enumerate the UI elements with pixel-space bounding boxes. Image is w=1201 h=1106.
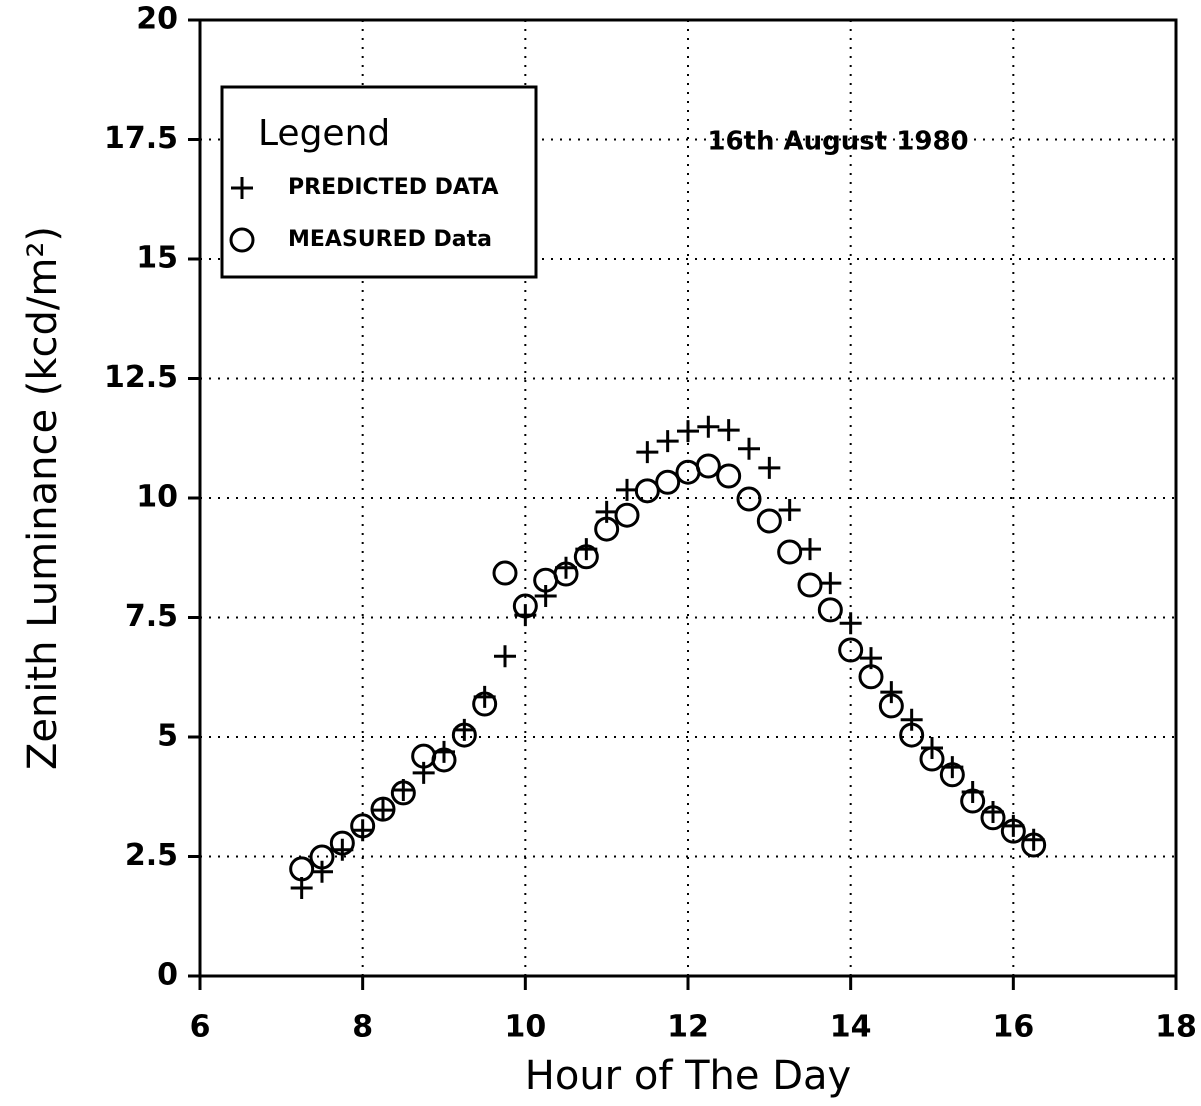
plus-marker <box>819 572 842 595</box>
x-tick-label: 10 <box>504 1010 546 1045</box>
circle-marker <box>919 746 945 772</box>
plus-marker <box>738 437 760 460</box>
x-tick-label: 8 <box>352 1010 373 1045</box>
circle-marker <box>858 664 884 690</box>
plus-marker <box>1022 828 1045 851</box>
x-axis-label: Hour of The Day <box>525 1053 851 1099</box>
plus-marker <box>494 645 516 668</box>
circle-marker <box>390 780 416 806</box>
circle-marker <box>431 747 457 773</box>
circle-marker <box>939 762 965 788</box>
circle-marker <box>756 508 782 534</box>
circle-marker <box>777 539 803 565</box>
x-tick-label: 6 <box>190 1010 211 1045</box>
plus-marker <box>758 456 781 479</box>
circle-marker <box>716 463 742 489</box>
circle-marker <box>512 593 538 619</box>
plus-marker <box>880 681 903 704</box>
plus-marker <box>636 441 659 464</box>
y-tick-label: 2.5 <box>125 838 178 873</box>
plus-marker <box>1002 814 1025 837</box>
plus-marker <box>372 799 394 822</box>
plus-marker <box>453 718 476 741</box>
plus-marker <box>412 761 435 784</box>
legend-label: MEASURED Data <box>288 227 492 252</box>
y-tick-label: 0 <box>157 958 178 993</box>
circle-marker <box>553 561 579 587</box>
circle-marker <box>817 597 843 623</box>
plus-marker <box>900 708 923 731</box>
circle-marker <box>634 478 660 504</box>
circle-marker <box>655 469 681 495</box>
circle-marker <box>899 722 925 748</box>
circle-marker <box>472 691 498 717</box>
circle-marker <box>350 813 376 839</box>
circle-marker <box>614 502 640 528</box>
plus-marker <box>231 177 253 199</box>
plus-marker <box>717 419 740 442</box>
x-tick-label: 16 <box>992 1010 1034 1045</box>
y-tick-label: 10 <box>136 480 178 515</box>
plus-marker <box>534 584 557 607</box>
plus-marker <box>697 415 720 438</box>
annotation: 16th August 1980 <box>707 127 968 157</box>
x-tick-label: 14 <box>830 1010 872 1045</box>
circle-marker <box>370 796 396 822</box>
circle-marker <box>594 516 620 542</box>
legend-label: PREDICTED DATA <box>288 175 499 200</box>
plus-marker <box>778 498 801 521</box>
circle-marker <box>492 560 518 586</box>
plus-marker <box>839 612 862 635</box>
y-tick-label: 17.5 <box>104 121 178 156</box>
circle-marker <box>309 844 335 870</box>
legend-title: Legend <box>258 113 390 154</box>
circle-marker <box>573 544 599 570</box>
circle-marker <box>838 637 864 663</box>
circle-marker <box>451 722 477 748</box>
circle-marker <box>695 453 721 479</box>
plus-marker <box>656 430 679 453</box>
circle-marker <box>289 856 315 882</box>
plus-marker <box>311 860 333 883</box>
circle-marker <box>960 788 986 814</box>
y-tick-label: 12.5 <box>104 360 178 395</box>
y-tick-label: 15 <box>136 241 178 276</box>
circle-marker <box>797 572 823 598</box>
circle-marker <box>1000 818 1026 844</box>
y-tick-label: 20 <box>136 2 178 37</box>
x-tick-label: 12 <box>667 1010 709 1045</box>
y-tick-label: 5 <box>157 719 178 754</box>
circle-marker <box>1021 832 1047 858</box>
x-tick-label: 18 <box>1155 1010 1197 1045</box>
circle-marker <box>878 693 904 719</box>
legend-box <box>220 85 538 279</box>
plus-marker <box>982 801 1004 824</box>
circle-marker <box>329 830 355 856</box>
plus-marker <box>677 420 699 443</box>
y-axis-label: Zenith Luminance (kcd/m²) <box>20 226 66 770</box>
circle-marker <box>980 805 1006 831</box>
y-tick-label: 7.5 <box>125 599 178 634</box>
plot-frame <box>198 18 1178 978</box>
circle-marker <box>229 227 255 253</box>
plus-marker <box>799 538 821 561</box>
circle-marker <box>736 486 762 512</box>
plus-marker <box>616 478 638 501</box>
